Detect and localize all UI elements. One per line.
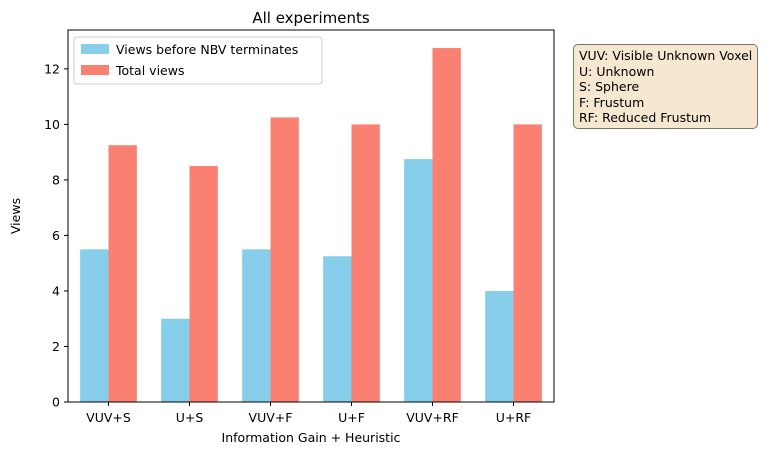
chart-title: All experiments <box>252 9 370 27</box>
y-tick-label-2: 4 <box>52 283 60 298</box>
bar-total-views-0 <box>108 145 137 402</box>
bar-total-views-1 <box>189 166 218 402</box>
x-tick-label-1: U+S <box>176 410 204 425</box>
y-tick-label-6: 12 <box>44 61 60 76</box>
x-axis-label: Information Gain + Heuristic <box>222 430 401 445</box>
bar-views-before-nbv-5 <box>485 290 514 402</box>
bar-views-before-nbv-1 <box>161 318 190 402</box>
y-tick-label-1: 2 <box>52 339 60 354</box>
abbreviation-note: VUV: Visible Unknown Voxel U: Unknown S:… <box>573 44 759 129</box>
note-line-vuv: VUV: Visible Unknown Voxel <box>579 48 753 63</box>
y-tick-label-0: 0 <box>52 395 60 410</box>
note-line-u: U: Unknown <box>579 63 655 79</box>
bar-views-before-nbv-4 <box>404 159 433 402</box>
plot-frame <box>67 29 555 403</box>
x-tick-label-5: U+RF <box>496 410 532 425</box>
y-tick-label-3: 6 <box>52 228 60 243</box>
bar-total-views-4 <box>432 48 461 403</box>
bar-views-before-nbv-0 <box>80 249 109 402</box>
bar-views-before-nbv-2 <box>242 249 271 402</box>
x-tick-label-0: VUV+S <box>86 410 131 425</box>
y-tick-label-4: 8 <box>52 172 60 187</box>
legend-label-views-before-nbv: Views before NBV terminates <box>116 42 298 57</box>
x-tick-label-3: U+F <box>338 410 365 425</box>
note-line-s: S: Sphere <box>579 79 640 94</box>
y-axis-label: Views <box>8 198 23 234</box>
bar-total-views-3 <box>351 124 380 402</box>
y-tick-label-5: 10 <box>44 117 60 132</box>
legend-box <box>73 36 323 85</box>
note-line-rf: RF: Reduced Frustum <box>579 110 712 125</box>
bar-total-views-5 <box>513 124 542 402</box>
note-line-f: F: Frustum <box>579 94 645 110</box>
x-tick-label-4: VUV+RF <box>406 410 459 425</box>
legend-swatch-total-views <box>81 65 109 75</box>
legend-label-total-views: Total views <box>115 63 184 78</box>
x-tick-label-2: VUV+F <box>249 410 293 425</box>
bar-total-views-2 <box>270 117 299 403</box>
legend-swatch-views-before-nbv <box>81 44 109 54</box>
bar-views-before-nbv-3 <box>323 256 352 402</box>
